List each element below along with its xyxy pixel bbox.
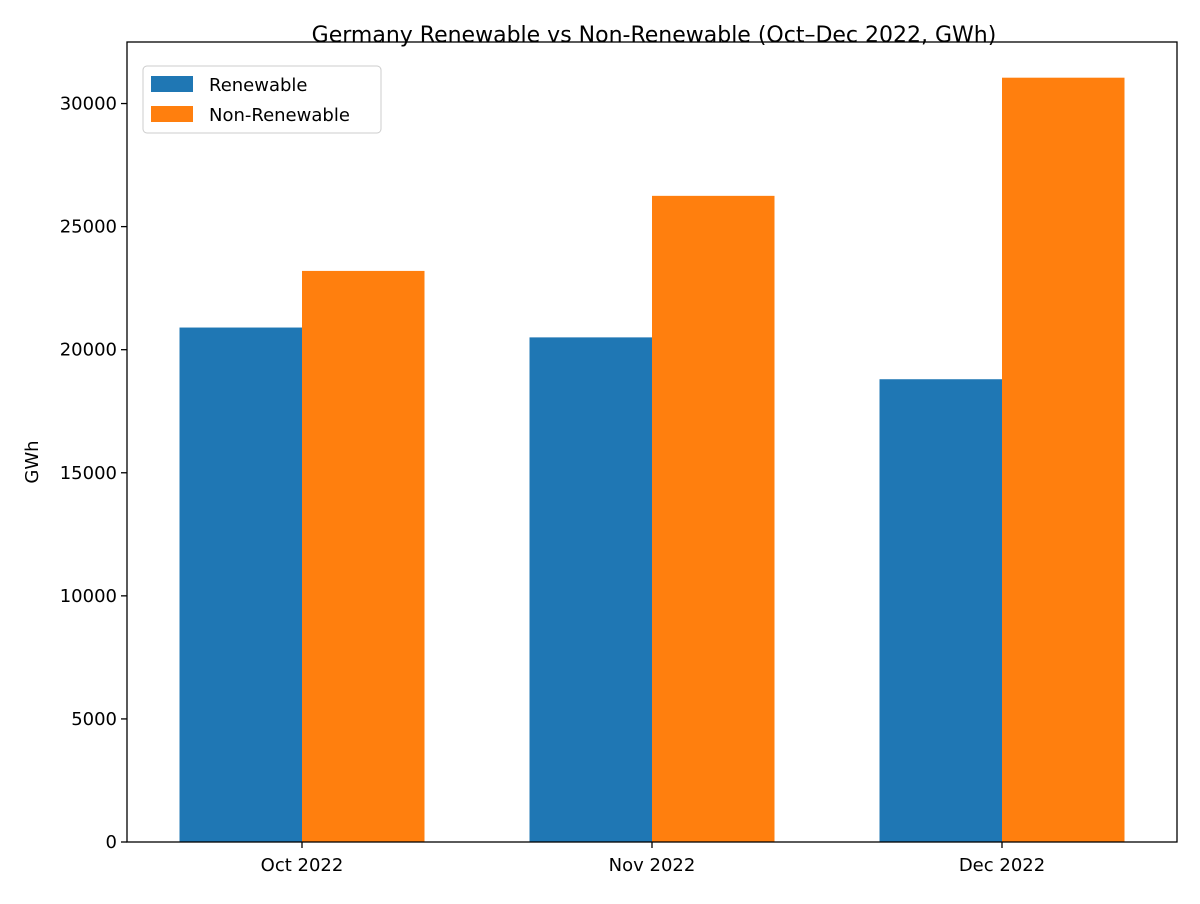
legend-swatch-non-renewable	[151, 106, 193, 122]
axes-frame	[126, 41, 1178, 843]
bar-non-renewable-1	[302, 270, 425, 842]
x-tick-label-3: Dec 2022	[959, 855, 1045, 876]
legend-swatch-renewable	[151, 76, 193, 92]
bar-non-renewable-3	[1002, 77, 1125, 842]
bar-renewable-2	[529, 337, 652, 842]
bar-renewable-3	[879, 379, 1002, 842]
bar-renewable-1	[179, 327, 302, 842]
y-tick-label-20000: 20000	[60, 340, 117, 361]
x-tick-label-1: Oct 2022	[261, 855, 344, 876]
y-tick-label-10000: 10000	[60, 586, 117, 607]
y-tick-label-5000: 5000	[71, 709, 117, 730]
y-tick-label-0: 0	[106, 832, 117, 853]
legend: Renewable Non-Renewable	[142, 65, 382, 134]
legend-box	[142, 65, 382, 134]
y-tick-label-25000: 25000	[60, 217, 117, 238]
chart-title: Germany Renewable vs Non-Renewable (Oct–…	[312, 23, 997, 48]
x-tick-label-2: Nov 2022	[609, 855, 696, 876]
y-tick-label-15000: 15000	[60, 463, 117, 484]
legend-label-renewable: Renewable	[209, 75, 308, 96]
plot-area: 0 5000 10000 15000 20000 25000 30000 Oct 2022 No…	[60, 77, 1125, 876]
legend-label-non-renewable: Non-Renewable	[209, 105, 350, 126]
bar-non-renewable-2	[652, 195, 775, 843]
y-tick-label-30000: 30000	[60, 94, 117, 115]
y-axis-label: GWh	[22, 440, 43, 483]
